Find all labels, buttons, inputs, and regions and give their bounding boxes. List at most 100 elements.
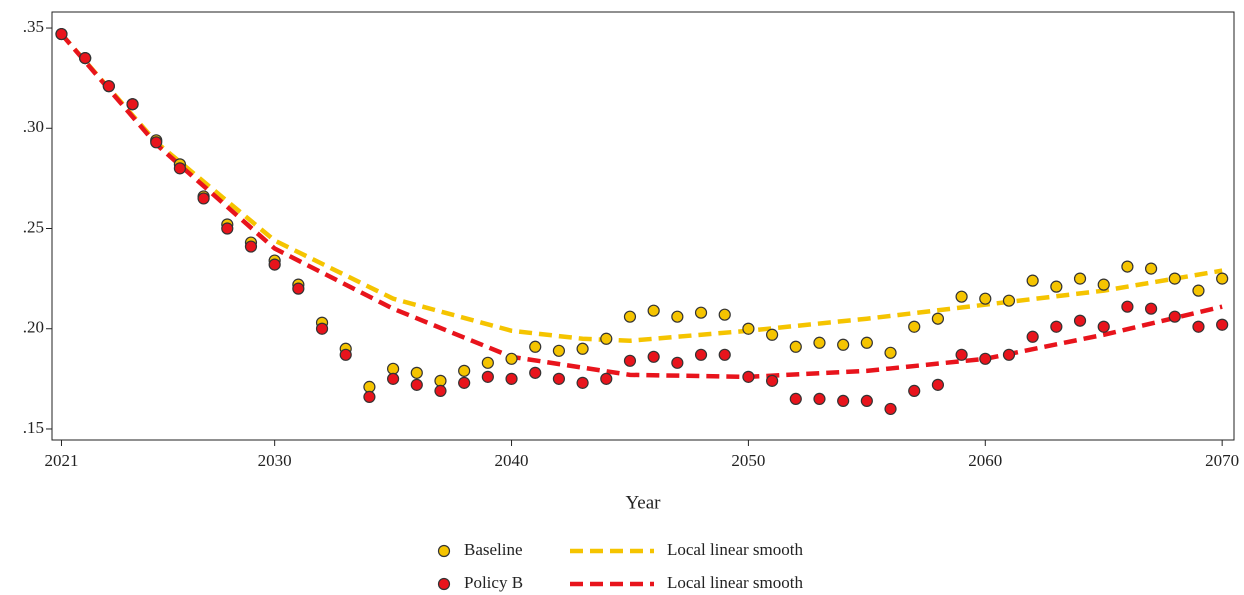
point (55, 27, 68, 41)
point (789, 392, 802, 406)
point (647, 350, 660, 363)
point (505, 372, 518, 385)
x-tick-label: 2050 (731, 451, 765, 470)
point (742, 322, 755, 335)
point (529, 366, 542, 379)
point (1073, 314, 1087, 327)
point (505, 352, 518, 365)
y-tick-label: .30 (23, 117, 44, 136)
point (244, 240, 258, 253)
point (813, 392, 826, 406)
point (1168, 310, 1181, 323)
point (931, 312, 945, 325)
point (481, 370, 494, 383)
point (576, 342, 589, 355)
x-tick-label: 2070 (1205, 451, 1239, 470)
point (79, 52, 92, 65)
point (315, 322, 329, 335)
point (813, 336, 826, 349)
legend-marker (437, 544, 451, 558)
point (434, 384, 447, 397)
point (173, 162, 187, 175)
point (339, 348, 352, 361)
point (363, 390, 376, 403)
point (434, 374, 447, 387)
point (1144, 262, 1158, 275)
x-tick-label: 2040 (495, 451, 529, 470)
point (837, 338, 850, 351)
x-tick-label: 2030 (258, 451, 292, 470)
point (1002, 294, 1016, 307)
point (481, 356, 494, 369)
point (860, 394, 873, 408)
legend-marker (437, 577, 451, 591)
point (102, 80, 115, 93)
point (410, 378, 423, 391)
point (860, 336, 873, 349)
point (908, 320, 921, 333)
point (363, 380, 376, 393)
point (1192, 284, 1205, 297)
point (718, 348, 731, 361)
point (386, 362, 400, 375)
point (1026, 274, 1039, 287)
point (458, 376, 471, 389)
legend-label: Local linear smooth (667, 540, 803, 559)
point (268, 258, 281, 271)
smooth-line (59, 32, 1223, 344)
point (789, 340, 802, 353)
point (884, 346, 897, 359)
point (292, 282, 305, 295)
y-tick-label: .25 (23, 217, 44, 236)
point (197, 192, 210, 205)
point (647, 304, 660, 317)
point (221, 222, 234, 235)
point (1121, 300, 1134, 313)
point (1050, 280, 1063, 293)
point (410, 366, 423, 379)
point (458, 364, 471, 377)
point (600, 372, 613, 385)
point (1073, 272, 1087, 285)
point (552, 344, 566, 357)
point (1002, 348, 1016, 361)
legend-label: Policy B (464, 573, 523, 592)
point (386, 372, 400, 385)
point (979, 352, 992, 365)
point (694, 348, 708, 361)
y-tick-label: .35 (23, 17, 44, 36)
point (671, 310, 684, 323)
point (884, 402, 897, 416)
x-tick-label: 2060 (968, 451, 1002, 470)
y-tick-label: .15 (23, 418, 44, 437)
point (126, 98, 139, 111)
point (1026, 330, 1039, 343)
point (931, 378, 945, 391)
point (1097, 320, 1110, 333)
point (600, 332, 613, 345)
point (1097, 278, 1110, 291)
smooth-line (59, 32, 1223, 380)
point (908, 384, 921, 397)
point (529, 340, 542, 353)
point (623, 310, 637, 323)
point (1192, 320, 1205, 333)
point (979, 292, 992, 305)
x-axis-label: Year (625, 492, 661, 513)
point (765, 374, 779, 387)
y-tick-label: .20 (23, 318, 44, 337)
point (150, 136, 163, 149)
point (671, 356, 684, 369)
point (576, 376, 589, 389)
point (694, 306, 708, 319)
legend-label: Baseline (464, 540, 523, 559)
point (1050, 320, 1063, 333)
point (1168, 272, 1181, 285)
point (1216, 272, 1229, 285)
point (1121, 260, 1134, 273)
point (837, 394, 850, 408)
point (765, 328, 779, 341)
point (1216, 318, 1229, 331)
point (955, 290, 968, 303)
